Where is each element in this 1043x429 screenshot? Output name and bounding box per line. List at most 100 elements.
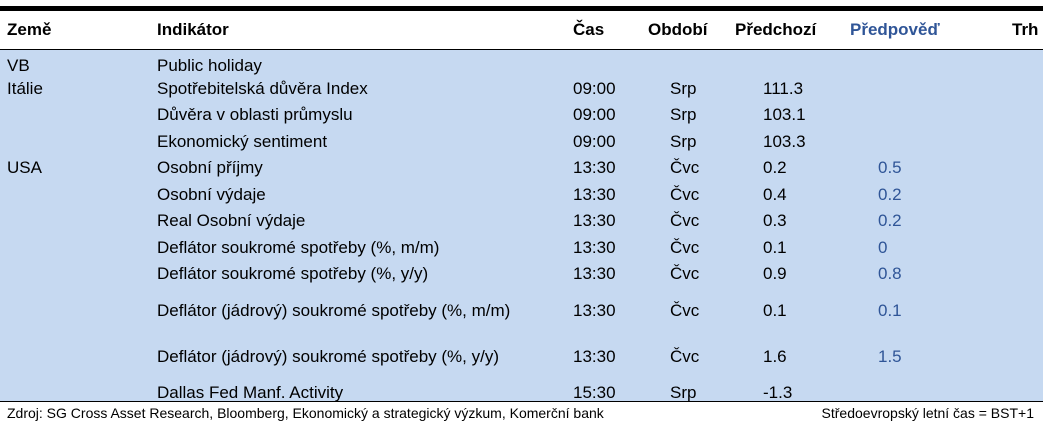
- table-footer: Zdroj: SG Cross Asset Research, Bloomber…: [0, 401, 1043, 429]
- forecast-cell: 0: [878, 237, 888, 257]
- period-cell: Srp: [670, 382, 697, 402]
- country-cell: [0, 334, 157, 380]
- market-cell: [982, 208, 1043, 235]
- time-cell: 15:30: [573, 382, 616, 402]
- header-forecast: Předpověď: [840, 11, 982, 50]
- country-cell: USA: [7, 158, 42, 178]
- indicator-cell: Deflátor (jádrový) soukromé spotřeby (%,…: [157, 346, 499, 366]
- indicator-cell: Deflátor soukromé spotřeby (%, m/m): [157, 237, 440, 257]
- market-cell: [982, 49, 1043, 76]
- header-market: Trh: [982, 11, 1043, 50]
- indicator-cell: Dallas Fed Manf. Activity: [157, 382, 344, 402]
- indicator-cell: Osobní příjmy: [157, 158, 263, 178]
- table-row: Itálie Spotřebitelská důvěra Index 09:00…: [0, 75, 1043, 103]
- header-time: Čas: [570, 11, 648, 50]
- period-cell: Čvc: [670, 184, 700, 204]
- previous-cell: 103.3: [763, 131, 806, 151]
- time-cell: [570, 49, 648, 76]
- country-cell: [0, 261, 157, 288]
- table-row: USA Osobní příjmy 13:30 Čvc 0.2 0.5: [0, 155, 1043, 182]
- table-row: Ekonomický sentiment 09:00 Srp 103.3: [0, 128, 1043, 156]
- timezone-note: Středoevropský letní čas = BST+1: [821, 405, 1034, 421]
- previous-cell: 103.1: [763, 105, 806, 125]
- country-cell: Itálie: [7, 78, 43, 98]
- previous-cell: 0.1: [763, 237, 787, 257]
- previous-cell: 0.1: [763, 300, 787, 320]
- source-note: Zdroj: SG Cross Asset Research, Bloomber…: [7, 405, 604, 421]
- forecast-cell: 0.2: [878, 184, 902, 204]
- indicator-cell: Důvěra v oblasti průmyslu: [157, 105, 353, 125]
- market-cell: [982, 102, 1043, 129]
- previous-cell: 111.3: [763, 78, 804, 98]
- table-row: Důvěra v oblasti průmyslu 09:00 Srp 103.…: [0, 102, 1043, 129]
- header-indicator: Indikátor: [157, 11, 570, 50]
- country-cell: [0, 129, 157, 156]
- indicator-cell: Spotřebitelská důvěra Index: [157, 78, 368, 98]
- table-row: VB Public holiday: [0, 49, 1043, 76]
- calendar-table: Země Indikátor Čas Období Předchozí Před…: [0, 11, 1043, 406]
- previous-cell: 0.9: [763, 264, 787, 284]
- header-row: Země Indikátor Čas Období Předchozí Před…: [0, 11, 1043, 50]
- time-cell: 13:30: [573, 300, 616, 320]
- table-row: Deflátor (jádrový) soukromé spotřeby (%,…: [0, 333, 1043, 380]
- time-cell: 13:30: [573, 184, 616, 204]
- forecast-cell: [840, 49, 982, 76]
- period-cell: Čvc: [670, 264, 700, 284]
- indicator-cell: Public holiday: [157, 55, 262, 75]
- time-cell: 09:00: [573, 78, 616, 98]
- indicator-cell: Deflátor (jádrový) soukromé spotřeby (%,…: [157, 300, 511, 320]
- table-row: Deflátor soukromé spotřeby (%, y/y) 13:3…: [0, 261, 1043, 288]
- period-cell: Čvc: [670, 300, 700, 320]
- country-cell: [0, 235, 157, 262]
- period-cell: Srp: [670, 131, 697, 151]
- previous-cell: -1.3: [763, 382, 793, 402]
- period-cell: Čvc: [670, 237, 700, 257]
- forecast-cell: 0.8: [878, 264, 902, 284]
- country-cell: [0, 288, 157, 334]
- forecast-cell: [840, 129, 982, 156]
- header-country: Země: [0, 11, 157, 50]
- time-cell: 13:30: [573, 211, 616, 231]
- market-cell: [982, 155, 1043, 182]
- market-cell: [982, 129, 1043, 156]
- period-cell: Čvc: [670, 211, 700, 231]
- forecast-cell: 0.1: [878, 300, 902, 320]
- time-cell: 13:30: [573, 346, 616, 366]
- time-cell: 09:00: [573, 131, 616, 151]
- period-cell: Srp: [670, 78, 697, 98]
- indicator-cell: Real Osobní výdaje: [157, 211, 306, 231]
- period-cell: Čvc: [670, 158, 700, 178]
- table-row: Real Osobní výdaje 13:30 Čvc 0.3 0.2: [0, 208, 1043, 235]
- table-row: Deflátor (jádrový) soukromé spotřeby (%,…: [0, 287, 1043, 334]
- indicator-cell: Deflátor soukromé spotřeby (%, y/y): [157, 264, 429, 284]
- time-cell: 13:30: [573, 264, 616, 284]
- previous-cell: [733, 49, 840, 76]
- previous-cell: 0.4: [763, 184, 787, 204]
- forecast-cell: 0.5: [878, 158, 902, 178]
- time-cell: 09:00: [573, 105, 616, 125]
- forecast-cell: [840, 76, 982, 103]
- header-previous: Předchozí: [733, 11, 840, 50]
- period-cell: Čvc: [670, 346, 700, 366]
- country-cell: [0, 182, 157, 209]
- period-cell: Srp: [670, 105, 697, 125]
- time-cell: 13:30: [573, 237, 616, 257]
- market-cell: [982, 334, 1043, 380]
- forecast-cell: 1.5: [878, 346, 902, 366]
- indicator-cell: Osobní výdaje: [157, 184, 266, 204]
- market-cell: [982, 261, 1043, 288]
- country-cell: [0, 208, 157, 235]
- table-row: Deflátor soukromé spotřeby (%, m/m) 13:3…: [0, 234, 1043, 262]
- top-rule: [0, 6, 1043, 11]
- market-cell: [982, 76, 1043, 103]
- market-cell: [982, 182, 1043, 209]
- market-cell: [982, 288, 1043, 334]
- market-cell: [982, 235, 1043, 262]
- country-cell: [0, 102, 157, 129]
- indicator-cell: Ekonomický sentiment: [157, 131, 328, 151]
- previous-cell: 1.6: [763, 346, 787, 366]
- period-cell: [648, 49, 733, 76]
- previous-cell: 0.2: [763, 158, 787, 178]
- country-cell: VB: [7, 55, 30, 75]
- header-period: Období: [648, 11, 733, 50]
